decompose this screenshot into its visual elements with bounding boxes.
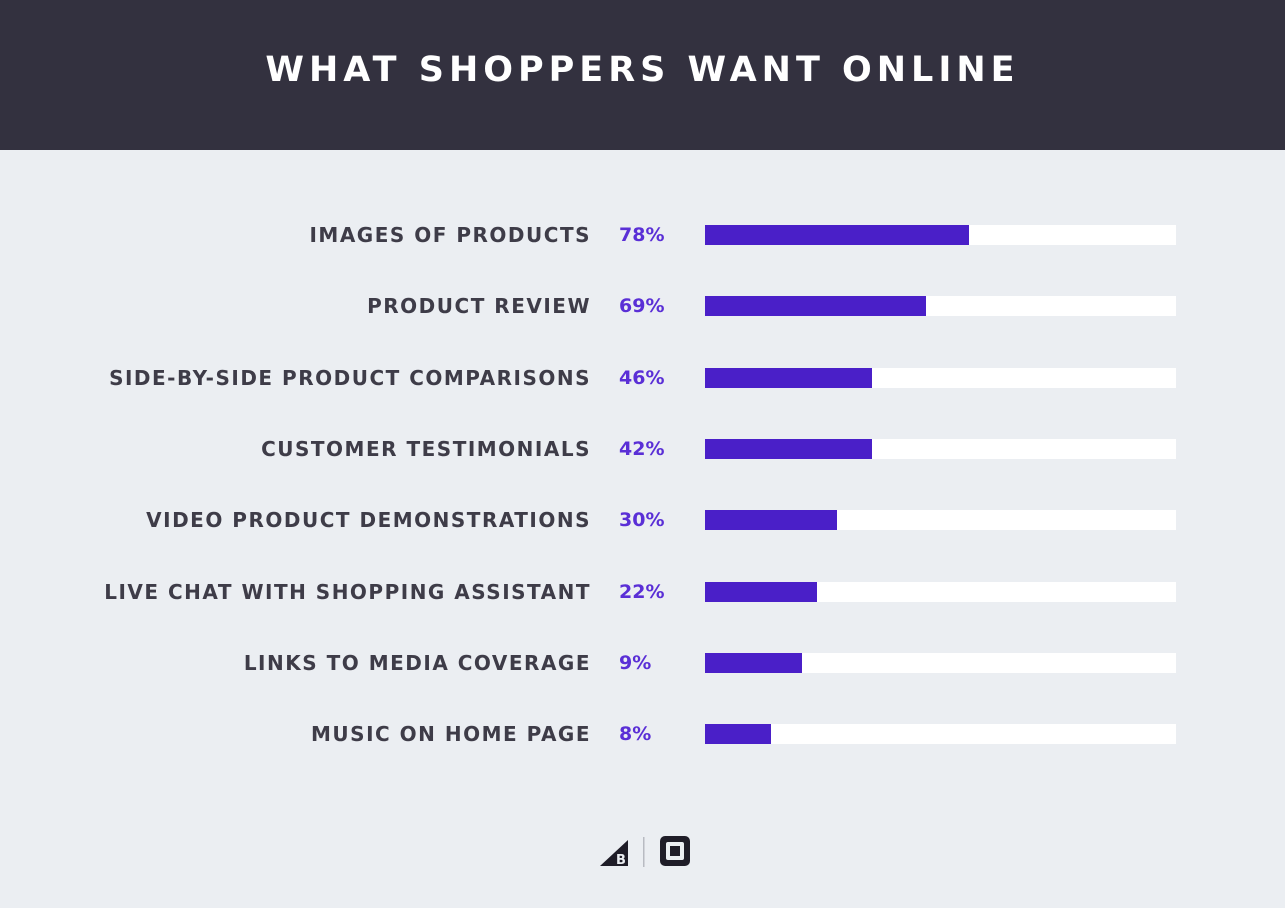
bar-label: MUSIC ON HOME PAGE [311,722,591,747]
bar [705,510,837,531]
bar-value-label: 30% [619,509,665,532]
logo-divider [643,837,645,867]
chart-title: WHAT SHOPPERS WANT ONLINE [265,50,1020,90]
svg-text:B: B [616,853,626,868]
bar-track [705,225,1176,245]
bar [705,367,872,388]
bar-track [705,367,1176,388]
bar [705,652,802,673]
bar-label: SIDE-BY-SIDE PRODUCT COMPARISONS [109,365,591,390]
bar [705,225,969,245]
bar-value-label: 78% [619,224,665,246]
bar-track [705,652,1176,673]
bar-label: LINKS TO MEDIA COVERAGE [243,650,591,675]
bar-label: LIVE CHAT WITH SHOPPING ASSISTANT [104,579,591,604]
bar-value-label: 9% [619,651,652,674]
bigcommerce-logo-icon: B [600,840,628,868]
bar [705,581,817,602]
bar-value-label: 46% [619,366,665,389]
header-banner: WHAT SHOPPERS WANT ONLINE [0,0,1285,150]
bar [705,296,926,317]
bar-value-label: 42% [619,437,665,460]
bar-track [705,510,1176,531]
bar-track [705,724,1176,745]
bar-track [705,296,1176,317]
bar-label: IMAGES OF PRODUCTS [309,223,591,247]
bar-value-label: 8% [619,723,652,746]
bar-label: PRODUCT REVIEW [367,294,591,319]
brand-logos: B [600,836,690,868]
bar-label: VIDEO PRODUCT DEMONSTRATIONS [146,508,591,533]
bar-track [705,581,1176,602]
bar-value-label: 22% [619,580,665,603]
bar [705,724,771,745]
bar-value-label: 69% [619,295,665,318]
bar [705,438,872,459]
bar-label: CUSTOMER TESTIMONIALS [261,436,591,461]
bar-track [705,438,1176,459]
square-logo-icon [660,836,690,866]
